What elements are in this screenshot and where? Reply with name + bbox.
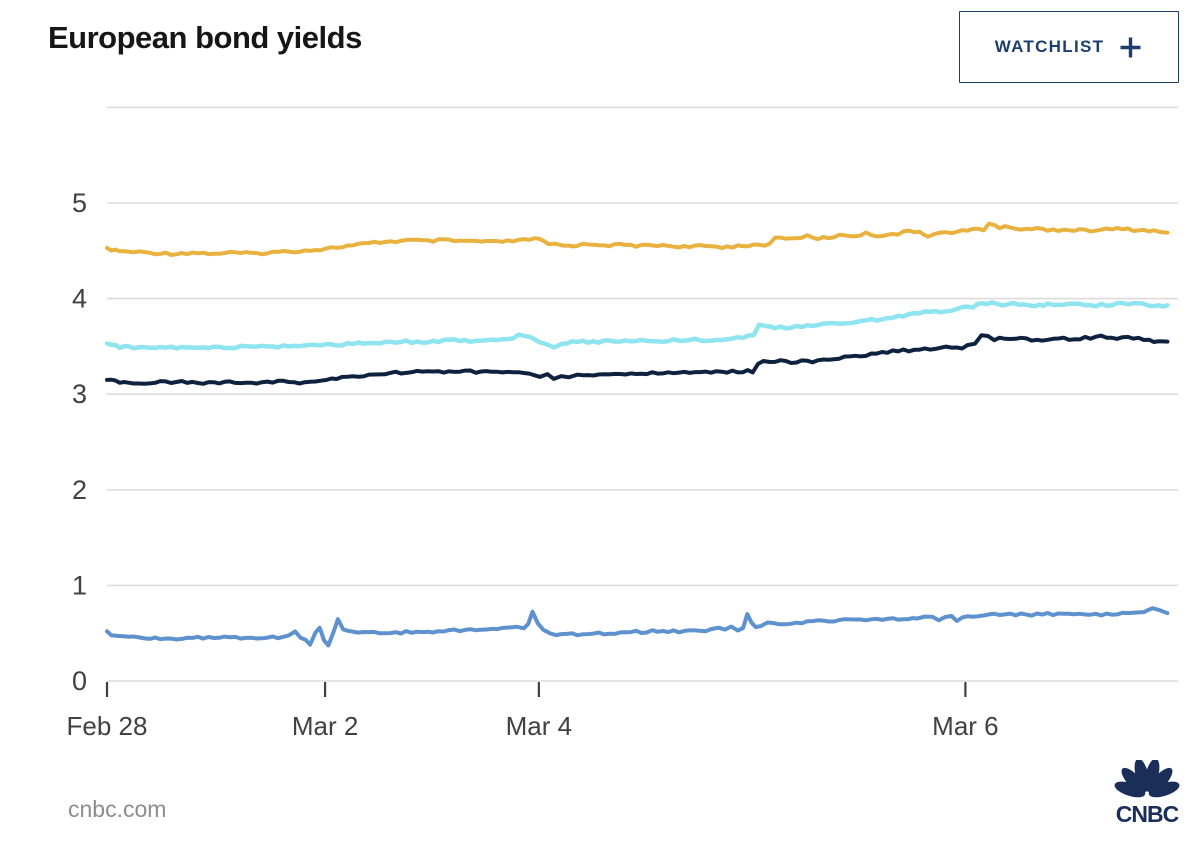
x-axis-label: Mar 4 [506, 711, 572, 741]
bond-yields-line-chart: 0 1 2 3 4 5 Feb 28 Mar 2 Mar 4 Mar 6 [67, 106, 1178, 741]
peacock-icon [1114, 760, 1180, 798]
x-axis-label: Mar 2 [292, 711, 358, 741]
plus-icon [1120, 37, 1141, 57]
x-axis-label: Feb 28 [67, 711, 148, 741]
y-axis-label: 3 [72, 379, 87, 409]
x-axis-label: Mar 6 [932, 711, 998, 741]
y-axis-label: 2 [72, 475, 87, 505]
y-axis-label: 1 [72, 570, 87, 600]
watchlist-button[interactable]: WATCHLIST [959, 11, 1179, 83]
watchlist-button-label: WATCHLIST [994, 37, 1105, 56]
source-link: cnbc.com [68, 796, 167, 822]
page-title: European bond yields [48, 20, 362, 55]
navy-line [105, 333, 1170, 386]
amber-line [105, 221, 1170, 257]
cnbc-wordmark: CNBC [1116, 801, 1179, 827]
y-axis-label: 0 [72, 666, 87, 696]
blue-line [105, 606, 1170, 648]
y-axis-label: 5 [72, 188, 87, 218]
y-axis-label: 4 [72, 284, 87, 314]
cnbc-logo: CNBC [1114, 760, 1180, 827]
cyan-line [104, 300, 1170, 351]
